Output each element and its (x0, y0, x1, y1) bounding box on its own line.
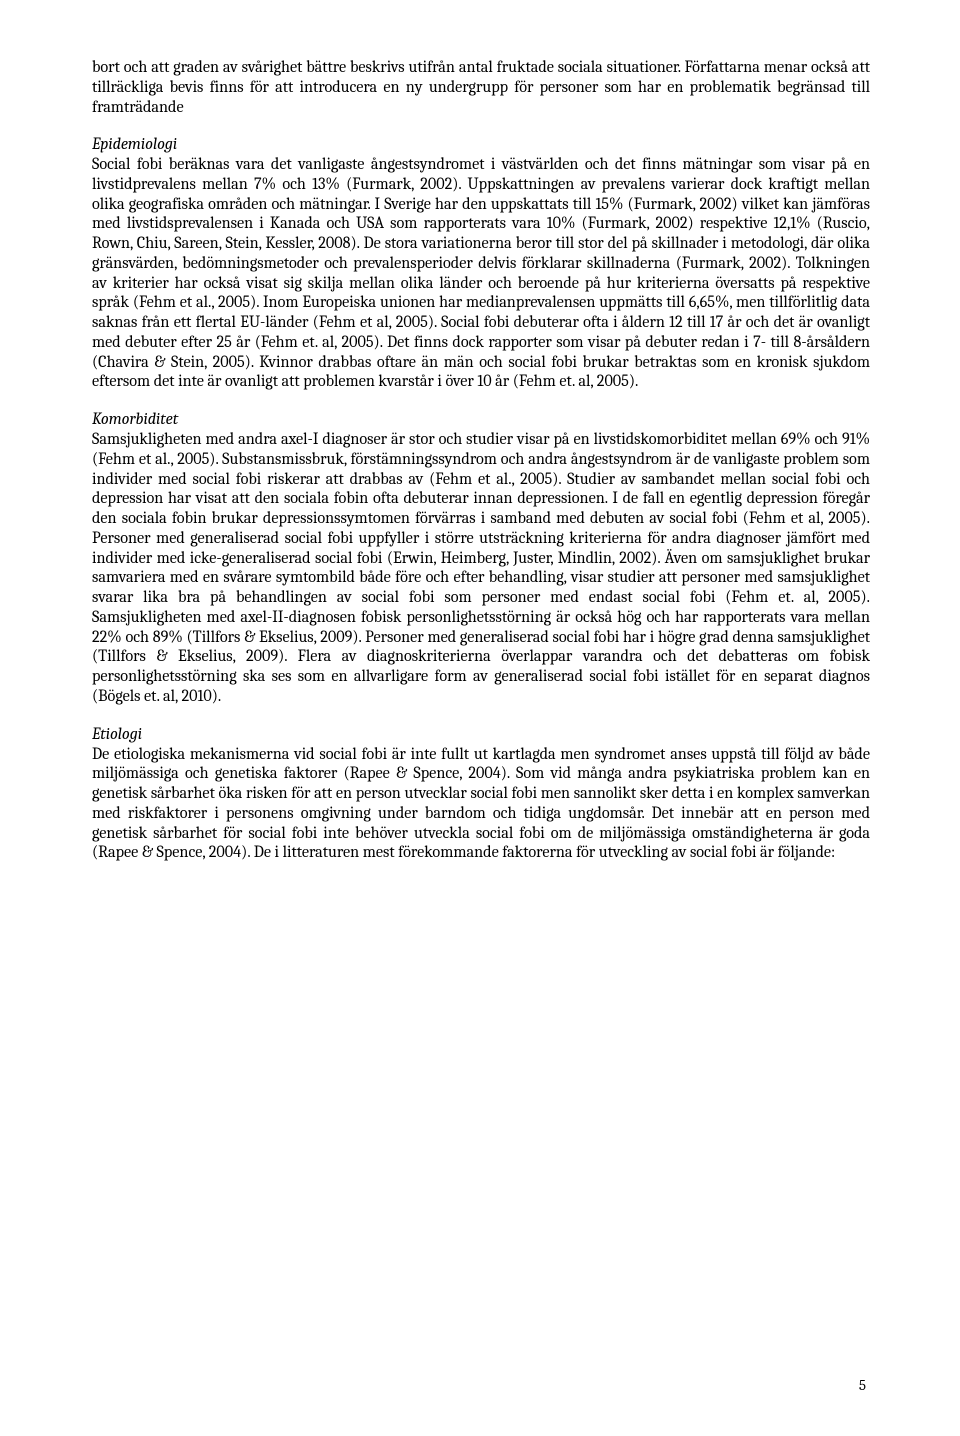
etiologi-heading: Etiologi (92, 725, 870, 745)
komorbiditet-section: Komorbiditet Samsjukligheten med andra a… (92, 410, 870, 706)
intro-continuation-block: bort och att graden av svårighet bättre … (92, 58, 870, 117)
intro-continuation-text: bort och att graden av svårighet bättre … (92, 58, 870, 117)
komorbiditet-heading: Komorbiditet (92, 410, 870, 430)
document-page: bort och att graden av svårighet bättre … (0, 0, 960, 1436)
etiologi-body: De etiologiska mekanismerna vid social f… (92, 745, 870, 864)
epidemiologi-body: Social fobi beräknas vara det vanligaste… (92, 155, 870, 392)
epidemiologi-heading: Epidemiologi (92, 135, 870, 155)
page-number: 5 (859, 1376, 866, 1394)
epidemiologi-section: Epidemiologi Social fobi beräknas vara d… (92, 135, 870, 392)
komorbiditet-body: Samsjukligheten med andra axel-I diagnos… (92, 430, 870, 707)
etiologi-section: Etiologi De etiologiska mekanismerna vid… (92, 725, 870, 863)
